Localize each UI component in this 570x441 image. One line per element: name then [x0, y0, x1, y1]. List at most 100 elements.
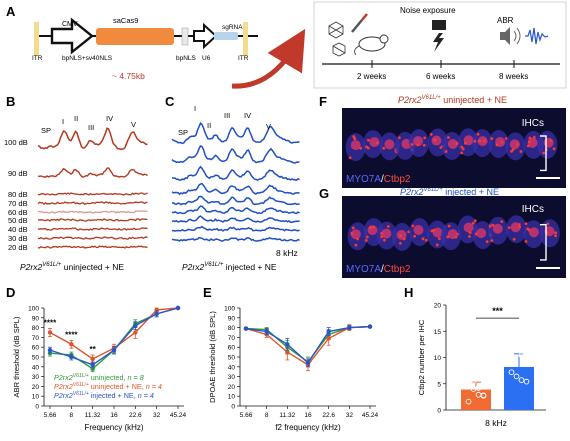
ctbp2-puncta — [366, 138, 370, 142]
abr-threshold-chart: 0 10 20 30 40 50 60 70 80 90 100 5.66 8 11.32 16 22.6 32… — [12, 306, 187, 433]
ctbp2-puncta — [468, 235, 471, 238]
abr-trace-low-1 — [37, 201, 148, 205]
ctbp2-puncta — [402, 237, 406, 241]
x-tick-label: 45.24 — [170, 412, 187, 419]
ctbp2-puncta — [364, 238, 368, 242]
hair-cell-nucleus — [527, 137, 538, 148]
data-point — [465, 376, 472, 382]
ctbp2-puncta — [510, 150, 513, 153]
y-axis-label: ABR threshold (dB SPL) — [12, 316, 21, 397]
ctbp2-puncta — [500, 220, 504, 224]
cmv-label: CMV — [62, 21, 78, 28]
hair-cell-nucleus — [492, 223, 503, 234]
ctbp2-puncta — [546, 222, 550, 226]
ctbp2-puncta — [380, 231, 383, 235]
panel-letter-f: F — [319, 94, 327, 109]
data-point — [90, 356, 95, 362]
ctbp2-puncta — [483, 139, 486, 143]
ctbp2-puncta — [423, 136, 427, 140]
peak-label-v: V — [131, 120, 136, 129]
ctbp2-puncta — [507, 226, 511, 230]
data-point — [326, 336, 331, 341]
x-tick-label: 11.32 — [279, 412, 295, 419]
data-point — [475, 385, 482, 391]
x-tick-label: 32 — [153, 412, 161, 419]
ctbp2-puncta — [512, 237, 516, 241]
y-axis-label: DPOAE threshold (dB SPL) — [208, 311, 217, 403]
panel-letter-b: B — [6, 94, 15, 109]
db-labels: 100 dB 90 dB 80 dB 70 dB 60 dB 50 dB 40 … — [4, 138, 28, 252]
legend-entry-2: P2rx2V61L/+ injected + NE, n = 4 — [54, 391, 154, 400]
abr-traces-uninjected — [37, 127, 148, 249]
mouse-icon — [354, 34, 389, 56]
y-tick-label: 40 — [228, 364, 236, 371]
x-tick-label: 22.6 — [322, 412, 335, 419]
construct-size-label: ~ 4.75kb — [112, 71, 145, 81]
ctbp2-puncta — [549, 139, 553, 143]
micrograph-uninjected: IHCs MYO7A/Ctbp2 — [342, 108, 566, 188]
ctbp2-puncta — [517, 223, 521, 226]
virus-icon — [328, 21, 346, 57]
ctbp2-puncta — [359, 146, 363, 150]
ctbp2-puncta — [351, 226, 355, 230]
hair-cell-nucleus — [476, 228, 487, 239]
x-tick-label: 11.32 — [85, 412, 101, 419]
ctbp2-puncta — [352, 135, 356, 138]
itr-left-label: ITR — [32, 55, 43, 62]
ctbp2-puncta — [519, 150, 523, 153]
data-point — [513, 345, 520, 352]
abr-trace-low-3 — [37, 218, 148, 222]
abr-trace-low-0 — [37, 192, 148, 196]
panel-letter-h: H — [404, 285, 413, 300]
panel-letter-a: A — [6, 4, 16, 19]
data-point — [285, 342, 290, 347]
hair-cell-nucleus — [413, 225, 424, 236]
ctbp2-puncta — [455, 142, 459, 146]
ctbp2-puncta — [410, 143, 414, 146]
peak-label-i: I — [62, 117, 64, 126]
data-point — [90, 362, 95, 368]
legend-entry-0: P2rx2V61L/+ uninjected, n = 8 — [54, 373, 144, 382]
timeline-frame — [313, 1, 567, 89]
hair-cell-nucleus — [477, 136, 488, 147]
sgrna-box — [214, 32, 238, 40]
hair-cell-nucleus — [384, 139, 395, 150]
ctbp2-puncta — [398, 241, 402, 245]
ctbp2-puncta — [380, 235, 384, 239]
ctbp2-puncta — [474, 232, 478, 236]
data-point — [465, 398, 472, 405]
data-point — [133, 330, 138, 335]
ctbp2-puncta — [478, 139, 482, 143]
peak-label-v-c: V — [266, 122, 271, 131]
itr-left-bar — [34, 22, 39, 56]
micrograph-g-image — [342, 196, 566, 278]
ctbp2-puncta — [527, 140, 531, 144]
ctbp2-puncta — [435, 243, 439, 247]
ctbp2-puncta — [552, 147, 556, 151]
ctbp2-puncta — [365, 235, 369, 239]
data-point — [133, 323, 138, 328]
y-tick-label: 60 — [32, 345, 40, 352]
ihc-bracket — [540, 135, 547, 172]
abr-trace-c-4 — [171, 195, 300, 206]
y-tick-label: 30 — [32, 374, 40, 381]
ctbp2-puncta — [422, 143, 426, 147]
data-point — [518, 352, 525, 359]
abr-trace-c-8 — [171, 236, 300, 242]
title-f: P2rx2V61L/+ uninjected + NE — [398, 95, 507, 105]
hair-cell-nucleus — [528, 227, 539, 238]
cmv-promoter-arrow — [50, 17, 94, 55]
data-point — [69, 354, 74, 360]
ihc-label-g: IHCs — [521, 204, 544, 215]
db-label-30: 30 dB — [8, 234, 28, 243]
x-axis-label: Frequency (kHz) — [84, 423, 143, 432]
db-label-20: 20 dB — [8, 243, 28, 252]
ctbp2-puncta — [500, 140, 504, 144]
x-tick-label: 32 — [346, 412, 354, 419]
ctbp2-puncta — [421, 237, 425, 241]
ctbp2-puncta — [430, 229, 434, 233]
ctbp2-puncta — [464, 141, 467, 145]
ctbp2-puncta — [542, 151, 546, 155]
ctbp2-puncta — [554, 234, 557, 238]
